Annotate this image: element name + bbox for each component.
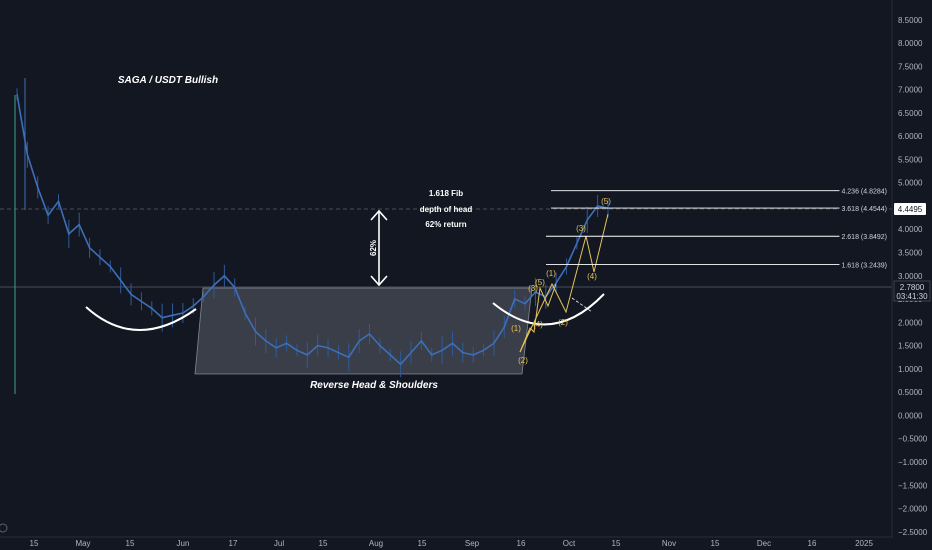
consolidation-box (194, 287, 533, 375)
fib-level-label: 3.618 (4.4544) (841, 206, 887, 213)
y-tick-label: 4.0000 (898, 225, 923, 234)
left-shoulder-arc (85, 306, 197, 331)
tradingview-logo-icon (0, 523, 8, 533)
x-tick-label: 15 (126, 539, 135, 548)
y-tick-label: 5.5000 (898, 155, 923, 164)
y-tick-label: 6.5000 (898, 109, 923, 118)
x-tick-label: 2025 (855, 539, 873, 548)
fib-level-label: 4.236 (4.8284) (841, 189, 887, 196)
x-tick-label: 15 (711, 539, 720, 548)
y-tick-label: 3.5000 (898, 249, 923, 258)
elliott-wave-small (519, 283, 557, 353)
fib-level-label: 2.618 (3.8492) (841, 234, 887, 241)
right-shoulder-arc (492, 293, 605, 326)
x-tick-label: 15 (30, 539, 39, 548)
wave-label-large-5: (5) (601, 197, 611, 206)
x-tick-label: Dec (757, 539, 771, 548)
x-tick-label: 16 (808, 539, 817, 548)
fib-note-line-3: 62% return (425, 220, 466, 229)
y-tick-label: 7.0000 (898, 86, 923, 95)
price-axis[interactable]: 8.5000 8.0000 7.5000 7.0000 6.5000 6.0000 5.50… (898, 16, 928, 537)
wave-label-large-2: (2) (558, 318, 568, 327)
wave-label-large-3: (3) (576, 224, 586, 233)
x-tick-label: Aug (369, 539, 383, 548)
wave-label-large-4: (4) (587, 272, 597, 281)
y-tick-label: 1.0000 (898, 365, 923, 374)
price-axis-background (892, 0, 932, 550)
elliott-wave-large (519, 213, 609, 353)
wave-label-small-4: (4) (533, 320, 543, 329)
x-tick-label: May (75, 539, 90, 548)
price-tag-last-countdown: 03:41:30 (896, 292, 928, 301)
y-tick-label: −2.0000 (898, 505, 928, 514)
wave-label-small-3: (3) (528, 284, 538, 293)
y-tick-label: −2.5000 (898, 528, 928, 537)
wave-label-small-2: (2) (518, 356, 528, 365)
fib-label-background (839, 233, 889, 243)
fib-label-background (839, 205, 889, 215)
x-tick-label: 17 (229, 539, 238, 548)
wave-label-large-1: (1) (546, 269, 556, 278)
y-tick-label: 0.5000 (898, 388, 923, 397)
fib-label-background (839, 187, 889, 197)
x-tick-label: 15 (612, 539, 621, 548)
price-tag-current-box (894, 203, 926, 215)
wave-label-small-1: (1) (511, 324, 521, 333)
time-axis[interactable]: 15 May 15 Jun 17 Jul 15 Aug 15 Sep 16 Oct 15 Nov 15 Dec… (30, 539, 874, 548)
fib-note-line-2: depth of head (420, 205, 473, 214)
x-tick-label: 15 (418, 539, 427, 548)
y-tick-label: 6.0000 (898, 132, 923, 141)
price-tag-last-label: 2.7800 (900, 283, 925, 292)
measure-arrow-top (370, 209, 388, 221)
x-tick-label: Jul (274, 539, 284, 548)
fib-label-background (839, 261, 889, 271)
chart-title: SAGA / USDT Bullish (118, 75, 218, 86)
fib-note-line-1: 1.618 Fib (429, 189, 463, 198)
measure-arrow-bottom (370, 275, 388, 287)
fib-levels: 4.236 (4.8284) 3.618 (4.4544) 2.618 (3.849… (546, 187, 889, 271)
price-tag-current-label: 4.4495 (898, 205, 923, 214)
price-tag-last-box (893, 280, 931, 302)
y-tick-label: 0.0000 (898, 411, 923, 420)
y-tick-label: −0.5000 (898, 435, 928, 444)
x-tick-label: 15 (319, 539, 328, 548)
y-tick-label: 5.0000 (898, 179, 923, 188)
price-tag-current: 4.4495 (894, 203, 926, 215)
fib-level-label: 1.618 (3.2439) (841, 262, 887, 269)
pattern-label: Reverse Head & Shoulders (310, 380, 438, 391)
x-tick-label: Oct (563, 539, 576, 548)
y-tick-label: 7.5000 (898, 62, 923, 71)
x-tick-label: 16 (517, 539, 526, 548)
y-tick-label: 8.0000 (898, 39, 923, 48)
measure-percent-label: 62% (369, 240, 378, 256)
y-tick-label: 1.5000 (898, 342, 923, 351)
x-tick-label: Sep (465, 539, 480, 548)
y-tick-label: 3.0000 (898, 272, 923, 281)
x-tick-label: Jun (177, 539, 190, 548)
price-tag-last: 2.7800 03:41:30 (893, 280, 931, 302)
y-tick-label: 2.0000 (898, 318, 923, 327)
x-tick-label: Nov (662, 539, 676, 548)
y-tick-label: −1.0000 (898, 458, 928, 467)
price-series-line (16, 94, 609, 366)
wave-dashed-projection (571, 297, 593, 313)
wave-label-small-5: (5) (535, 278, 545, 287)
y-tick-label: 8.5000 (898, 16, 923, 25)
y-tick-label: −1.5000 (898, 481, 928, 490)
